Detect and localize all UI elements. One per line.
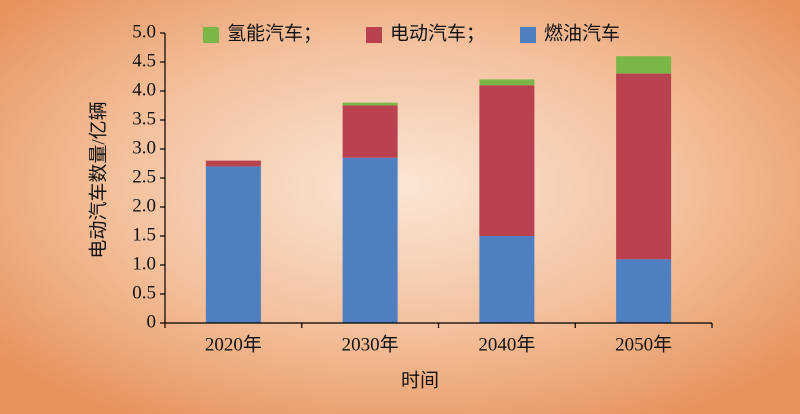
bar-segment <box>205 166 261 323</box>
legend-swatch <box>203 27 219 43</box>
x-axis-label: 时间 <box>401 369 439 391</box>
bar-segment <box>205 160 261 167</box>
x-tick-label: 2020年 <box>205 333 262 355</box>
y-tick-label: 2.5 <box>132 166 156 187</box>
bar-segment <box>479 79 535 86</box>
bar-segment <box>342 102 398 106</box>
bar-segment <box>342 105 398 158</box>
x-tick-label: 2030年 <box>342 333 399 355</box>
legend-swatch <box>520 27 536 43</box>
y-tick-label: 2.0 <box>132 195 156 216</box>
y-tick-label: 3.5 <box>132 108 156 129</box>
bar-segment <box>342 157 398 323</box>
y-tick-label: 3.0 <box>132 137 156 158</box>
legend-label: 氢能汽车； <box>227 22 322 44</box>
y-tick-label: 0.5 <box>132 282 156 303</box>
legend-label: 燃油汽车 <box>544 22 620 44</box>
legend-label: 电动汽车； <box>390 22 485 44</box>
bar-segment <box>616 259 672 323</box>
bar-segment <box>479 236 535 323</box>
y-axis-label: 电动汽车数量/亿辆 <box>87 101 109 258</box>
y-tick-label: 5.0 <box>132 21 156 42</box>
legend-swatch <box>366 27 382 43</box>
x-tick-label: 2050年 <box>615 333 672 355</box>
x-tick-label: 2040年 <box>478 333 535 355</box>
y-tick-label: 4.5 <box>132 50 156 71</box>
y-tick-label: 1.0 <box>132 253 156 274</box>
bar-segment <box>616 56 672 74</box>
y-tick-label: 0 <box>147 311 157 332</box>
bar-segment <box>479 85 535 236</box>
y-tick-label: 1.5 <box>132 224 156 245</box>
bar-segment <box>616 73 672 260</box>
y-tick-label: 4.0 <box>132 79 156 100</box>
